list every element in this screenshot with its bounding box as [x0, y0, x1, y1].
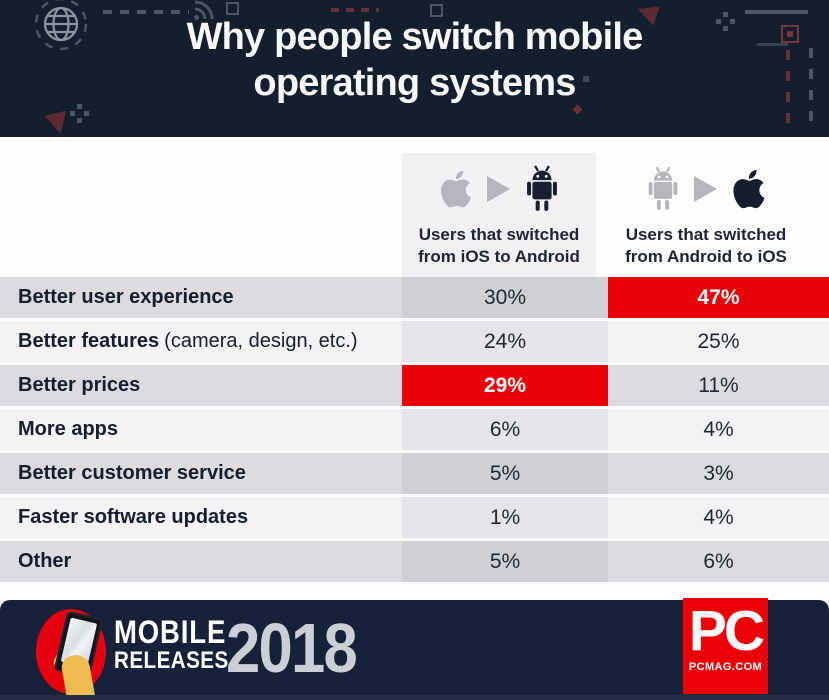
table-row: Faster software updates 1% 4% — [0, 497, 829, 538]
row-label: Better customer service — [0, 453, 402, 494]
dashed-line-icon — [103, 10, 189, 14]
gray-dashed-line-icon — [809, 48, 813, 130]
brand-line: MOBILE — [114, 614, 227, 650]
android-icon — [519, 164, 565, 214]
value-ios-to-android: 6% — [402, 409, 608, 450]
pcmag-logo: PC PCMAG.COM — [683, 598, 768, 694]
table-row: Better features (camera, design, etc.) 24… — [0, 321, 829, 362]
globe-icon — [34, 0, 88, 51]
value-ios-to-android-highlighted: 29% — [402, 365, 608, 406]
row-label: Faster software updates — [0, 497, 402, 538]
value-android-to-ios: 4% — [608, 497, 829, 538]
value-android-to-ios: 11% — [608, 365, 829, 406]
value-ios-to-android: 5% — [402, 453, 608, 494]
signal-icon — [194, 0, 214, 20]
column-label: Users that switched from Android to iOS — [625, 225, 787, 267]
arrow-right-icon — [486, 176, 510, 202]
apple-icon — [726, 163, 772, 215]
gray-bar-icon — [745, 10, 808, 14]
row-label: Better user experience — [0, 277, 402, 318]
row-label: Other — [0, 541, 402, 582]
red-square-icon — [781, 25, 799, 43]
header-band: Why people switch mobile operating syste… — [0, 0, 829, 137]
column-header-android-to-ios: Users that switched from Android to iOS — [606, 158, 806, 278]
pcmag-site-label: PCMAG.COM — [688, 660, 763, 673]
value-android-to-ios: 6% — [608, 541, 829, 582]
column1-header-background — [402, 153, 596, 277]
value-ios-to-android: 24% — [402, 321, 608, 362]
table-row: Other 5% 6% — [0, 541, 829, 582]
android-icon — [641, 165, 685, 213]
android-to-ios-icons — [641, 158, 772, 220]
table-row: Better user experience 30% 47% — [0, 277, 829, 318]
value-ios-to-android: 30% — [402, 277, 608, 318]
mobile-releases-logo-icon — [36, 609, 106, 700]
square-outline-icon — [226, 2, 239, 15]
gray-bar-icon — [757, 43, 788, 46]
column-label: Users that switched from iOS to Android — [418, 225, 580, 267]
footer-band: MOBILE RELEASES 2018 PC PCMAG.COM — [0, 598, 829, 700]
column-header-ios-to-android: Users that switched from iOS to Android — [402, 158, 596, 278]
red-triangle-icon — [44, 110, 72, 137]
table-row: More apps 6% 4% — [0, 409, 829, 450]
value-ios-to-android: 5% — [402, 541, 608, 582]
red-dashed-line-icon — [786, 50, 790, 128]
value-android-to-ios-highlighted: 47% — [608, 277, 829, 318]
table-row: Better prices 29% 11% — [0, 365, 829, 406]
plus-dots-icon — [70, 104, 89, 123]
apple-icon — [434, 164, 478, 214]
value-android-to-ios: 4% — [608, 409, 829, 450]
gray-dot-icon — [583, 76, 589, 82]
brand-line: RELEASES — [114, 647, 229, 674]
page-title: Why people switch mobile operating syste… — [186, 16, 644, 105]
ios-to-android-icons — [434, 158, 565, 220]
square-outline-icon — [430, 4, 443, 17]
row-label: More apps — [0, 409, 402, 450]
value-ios-to-android: 1% — [402, 497, 608, 538]
red-dashed-line-icon — [331, 8, 379, 12]
row-label: Better features (camera, design, etc.) — [0, 321, 402, 362]
reasons-table: Better user experience 30% 47% Better fe… — [0, 277, 829, 585]
pcmag-logo-letters: PC — [688, 599, 765, 663]
year-label: 2018 — [226, 609, 358, 687]
brand-wordmark: MOBILE RELEASES — [114, 616, 229, 674]
row-label: Better prices — [0, 365, 402, 406]
table-row: Better customer service 5% 3% — [0, 453, 829, 494]
value-android-to-ios: 25% — [608, 321, 829, 362]
arrow-right-icon — [693, 176, 717, 202]
value-android-to-ios: 3% — [608, 453, 829, 494]
plus-dots-icon — [716, 12, 735, 31]
